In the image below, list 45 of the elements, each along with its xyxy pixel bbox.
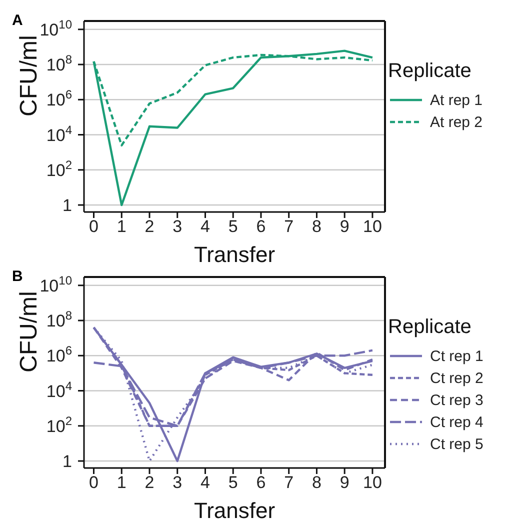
x-tick-label: 10 [362,473,382,492]
y-tick-label: 10$^{8}$ [46,308,72,331]
legend-title: Replicate [388,60,472,83]
y-tick-label: 10$^{2}$ [46,158,72,180]
x-tick-label: 7 [284,473,294,492]
x-tick-label: 2 [144,473,154,492]
x-tick-label: 4 [200,217,210,236]
legend-label: At rep 1 [430,92,483,108]
legend-label: Ct rep 2 [430,370,484,386]
legend-title: Replicate [388,316,472,339]
x-tick-label: 0 [89,217,98,236]
y-tick-label: 10$^{6}$ [46,344,72,366]
x-tick-label: 6 [256,217,266,236]
x-tick-label: 1 [116,217,126,236]
chart-title: A [12,12,23,29]
y-tick-label: 10$^{4}$ [46,122,72,145]
x-tick-label: 0 [89,473,98,492]
x-tick-label: 1 [116,473,126,492]
x-tick-label: 2 [144,217,154,236]
x-tick-label: 4 [200,473,210,492]
y-tick-label: 1 [62,452,72,472]
x-tick-label: 9 [340,217,350,236]
x-tick-label: 3 [172,217,182,236]
x-tick-label: 5 [228,217,238,236]
legend-label: Ct rep 3 [430,392,484,408]
legend-label: At rep 2 [430,114,483,130]
legend-label: Ct rep 1 [430,348,484,364]
x-tick-label: 8 [312,473,322,492]
x-tick-label: 8 [312,217,322,236]
x-tick-label: 9 [340,473,350,492]
x-axis-title: Transfer [194,498,276,523]
y-tick-label: 10$^{4}$ [46,378,72,401]
x-tick-label: 5 [228,473,238,492]
legend-label: Ct rep 5 [430,436,484,452]
x-tick-label: 7 [284,217,294,236]
y-tick-label: 10$^{6}$ [46,88,72,110]
legend-label: Ct rep 4 [430,414,484,430]
x-axis-title: Transfer [194,242,276,267]
x-tick-label: 10 [362,217,382,236]
x-tick-label: 3 [172,473,182,492]
y-tick-label: 1 [62,196,72,216]
y-tick-label: 10$^{2}$ [46,414,72,436]
x-tick-label: 6 [256,473,266,492]
y-tick-label: 10$^{8}$ [46,52,72,75]
chart-title: B [12,268,23,285]
